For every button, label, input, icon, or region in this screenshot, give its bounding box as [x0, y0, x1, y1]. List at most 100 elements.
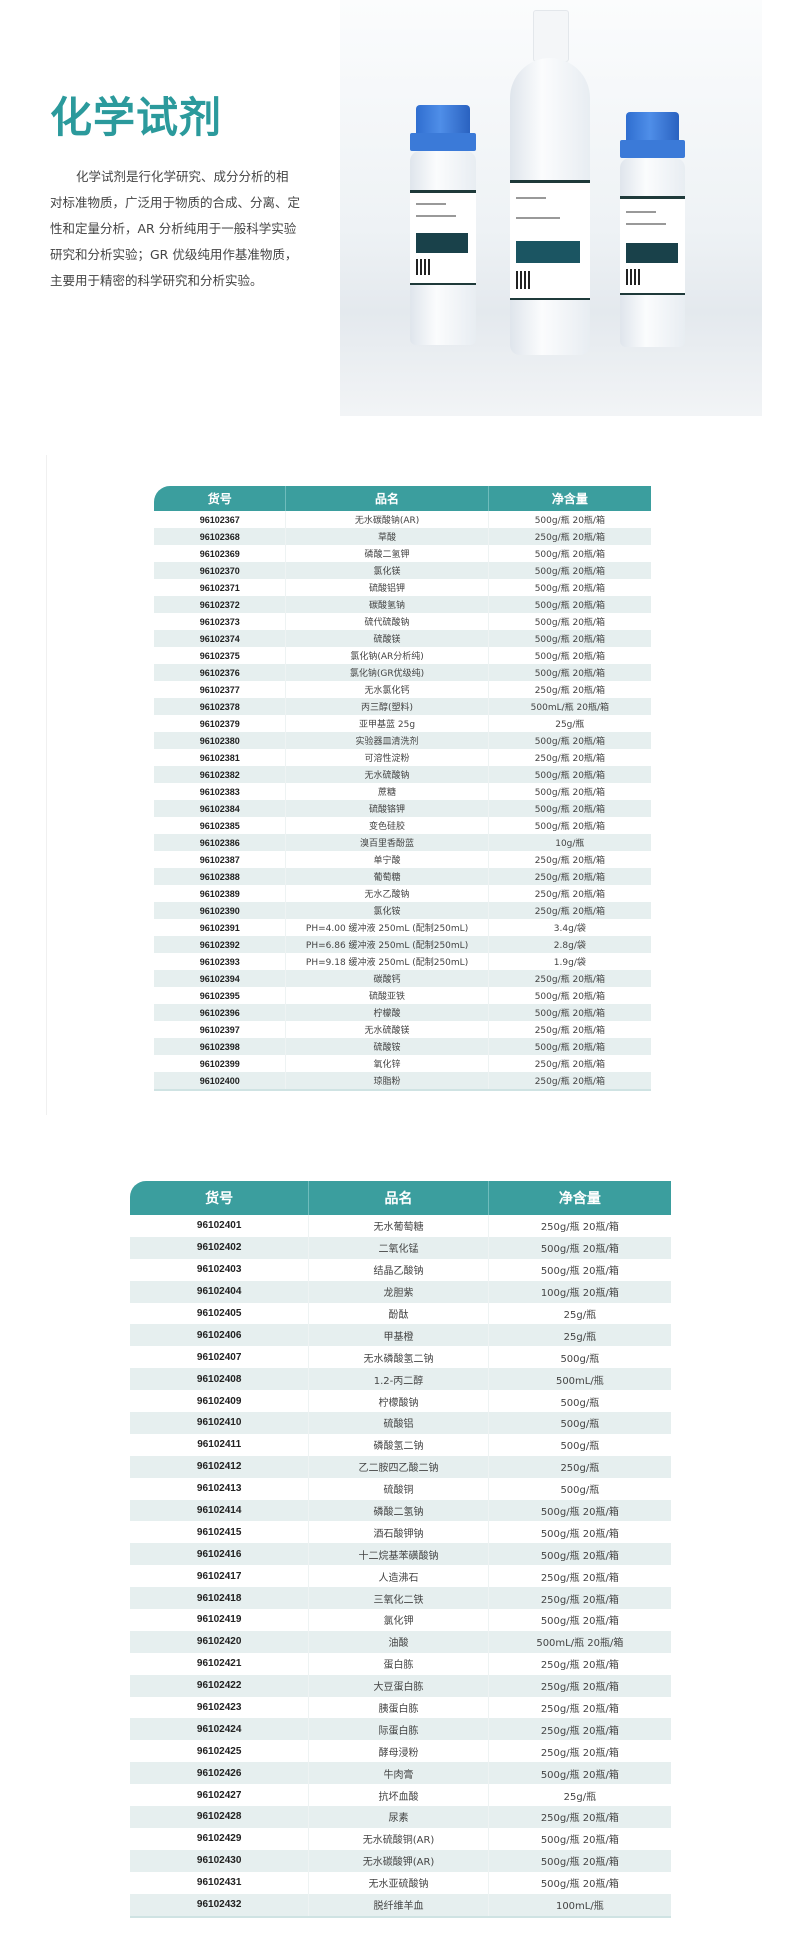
cell-product-name: 柠檬酸钠 — [308, 1390, 489, 1413]
cell-product-name: 实验器皿清洗剂 — [285, 732, 489, 749]
cell-item-no: 96102374 — [199, 633, 240, 644]
cell-net-content: 500g/瓶 20瓶/箱 — [534, 601, 605, 611]
cell-item-no: 96102389 — [199, 888, 240, 899]
cell-item-no: 96102408 — [196, 1373, 242, 1385]
cell-net-content: 500g/瓶 20瓶/箱 — [540, 1507, 619, 1519]
table-row: 96102400 琼脂粉 250g/瓶 20瓶/箱 — [154, 1072, 651, 1089]
cell-product-name: 无水碳酸钾(AR) — [308, 1849, 489, 1872]
cell-net-content: 10g/瓶 — [555, 839, 585, 849]
cell-product-name: 无水碳酸钠(AR) — [285, 511, 489, 528]
cell-item-no: 96102430 — [196, 1855, 242, 1867]
cell-product-name: 硫酸铜 — [308, 1477, 489, 1500]
cell-product-name: 无水硫酸铜(AR) — [308, 1827, 489, 1850]
cell-item-no: 96102367 — [199, 514, 240, 525]
cell-net-content: 250g/瓶 — [560, 1463, 600, 1475]
table-row: 96102369 磷酸二氢钾 500g/瓶 20瓶/箱 — [154, 545, 651, 562]
table-row: 96102424 际蛋白胨 250g/瓶 20瓶/箱 — [130, 1718, 671, 1741]
cell-net-content: 500g/瓶 20瓶/箱 — [534, 618, 605, 628]
cell-product-name: 琼脂粉 — [285, 1072, 489, 1089]
cell-item-no: 96102428 — [196, 1811, 242, 1823]
table-row: 96102370 氯化镁 500g/瓶 20瓶/箱 — [154, 562, 651, 579]
table-row: 96102374 硫酸镁 500g/瓶 20瓶/箱 — [154, 630, 651, 647]
cell-product-name: 单宁酸 — [285, 851, 489, 868]
cell-item-no: 96102410 — [196, 1417, 242, 1429]
cell-item-no: 96102407 — [196, 1351, 242, 1363]
header-net-content: 净含量 — [487, 486, 651, 511]
cell-item-no: 96102415 — [196, 1526, 242, 1538]
cell-net-content: 500g/瓶 20瓶/箱 — [534, 822, 605, 832]
table-row: 96102409 柠檬酸钠 500g/瓶 — [130, 1390, 671, 1413]
cell-product-name: 碳酸氢钠 — [285, 596, 489, 613]
cell-item-no: 96102377 — [199, 684, 240, 695]
table-bottom-border — [154, 1089, 651, 1091]
cell-item-no: 96102385 — [199, 820, 240, 831]
cell-item-no: 96102399 — [199, 1058, 240, 1069]
cell-item-no: 96102413 — [196, 1483, 242, 1495]
reagent-bottle-left — [410, 105, 476, 345]
table-row: 96102393 PH=9.18 缓冲液 250mL (配制250mL) 1.9g/… — [154, 953, 651, 970]
cell-net-content: 250g/瓶 20瓶/箱 — [534, 1077, 605, 1087]
table-header: 货号 品名 净含量 — [154, 486, 651, 511]
cell-product-name: 十二烷基苯磺酸钠 — [308, 1543, 489, 1566]
cell-item-no: 96102371 — [199, 582, 240, 593]
cell-product-name: 蛋白胨 — [308, 1652, 489, 1675]
cell-item-no: 96102380 — [199, 735, 240, 746]
cell-product-name: 尿素 — [308, 1806, 489, 1828]
table-row: 96102388 葡萄糖 250g/瓶 20瓶/箱 — [154, 868, 651, 885]
cell-product-name: 柠檬酸 — [285, 1004, 489, 1021]
cell-product-name: 亚甲基蓝 25g — [285, 715, 489, 732]
table-row: 96102416 十二烷基苯磺酸钠 500g/瓶 20瓶/箱 — [130, 1543, 671, 1566]
cell-net-content: 500g/瓶 20瓶/箱 — [534, 635, 605, 645]
cell-product-name: 三氧化二铁 — [308, 1587, 489, 1610]
cell-item-no: 96102431 — [196, 1877, 242, 1889]
header-net-content: 净含量 — [487, 1181, 671, 1215]
cell-net-content: 250g/瓶 20瓶/箱 — [540, 1572, 619, 1584]
cell-net-content: 500g/瓶 20瓶/箱 — [534, 652, 605, 662]
table-row: 96102381 可溶性淀粉 250g/瓶 20瓶/箱 — [154, 749, 651, 766]
cell-product-name: 葡萄糖 — [285, 868, 489, 885]
cell-item-no: 96102397 — [199, 1024, 240, 1035]
cell-net-content: 500g/瓶 20瓶/箱 — [534, 805, 605, 815]
cell-net-content: 250g/瓶 20瓶/箱 — [540, 1704, 619, 1716]
cell-product-name: 硫酸铝 — [308, 1412, 489, 1434]
cell-item-no: 96102388 — [199, 871, 240, 882]
table-row: 96102408 1.2-丙二醇 500mL/瓶 — [130, 1368, 671, 1391]
cell-product-name: 溴百里香酚蓝 — [285, 834, 489, 851]
table-header: 货号 品名 净含量 — [130, 1181, 671, 1215]
cell-item-no: 96102411 — [197, 1439, 242, 1451]
cell-product-name: 磷酸二氢钾 — [285, 545, 489, 562]
cell-net-content: 500g/瓶 20瓶/箱 — [540, 1528, 619, 1540]
table-row: 96102417 人造沸石 250g/瓶 20瓶/箱 — [130, 1565, 671, 1588]
cell-item-no: 96102383 — [199, 786, 240, 797]
cell-net-content: 250g/瓶 20瓶/箱 — [540, 1222, 619, 1234]
cell-net-content: 100mL/瓶 — [555, 1901, 604, 1913]
cell-product-name: 硫酸镁 — [285, 630, 489, 647]
cell-net-content: 250g/瓶 20瓶/箱 — [534, 890, 605, 900]
cell-product-name: 大豆蛋白胨 — [308, 1674, 489, 1697]
cell-item-no: 96102412 — [196, 1461, 242, 1473]
cell-item-no: 96102422 — [196, 1680, 242, 1692]
table-row: 96102390 氯化铵 250g/瓶 20瓶/箱 — [154, 902, 651, 919]
cell-item-no: 96102391 — [199, 922, 240, 933]
cell-item-no: 96102382 — [199, 769, 240, 780]
cell-net-content: 500g/瓶 20瓶/箱 — [534, 567, 605, 577]
table-bottom-border — [130, 1915, 671, 1918]
cell-net-content: 500mL/瓶 — [555, 1375, 604, 1387]
cell-item-no: 96102414 — [196, 1505, 242, 1517]
cell-net-content: 500mL/瓶 20瓶/箱 — [536, 1638, 624, 1650]
cell-net-content: 250g/瓶 20瓶/箱 — [540, 1813, 619, 1825]
header-product-name: 品名 — [285, 486, 487, 511]
product-photo — [340, 0, 762, 416]
cell-product-name: 无水硫酸钠 — [285, 766, 489, 783]
cell-product-name: 变色硅胶 — [285, 817, 489, 834]
cell-net-content: 500g/瓶 20瓶/箱 — [534, 584, 605, 594]
table-row: 96102420 油酸 500mL/瓶 20瓶/箱 — [130, 1630, 671, 1653]
cell-net-content: 500g/瓶 20瓶/箱 — [540, 1769, 619, 1781]
cell-item-no: 96102402 — [196, 1242, 242, 1254]
table-row: 96102403 结晶乙酸钠 500g/瓶 20瓶/箱 — [130, 1258, 671, 1281]
product-table-2: 货号 品名 净含量 96102401 无水葡萄糖 250g/瓶 20瓶/箱 96102… — [130, 1181, 671, 1918]
cell-net-content: 500g/瓶 20瓶/箱 — [534, 516, 605, 526]
page-title: 化学试剂 — [50, 93, 223, 142]
cell-item-no: 96102426 — [196, 1767, 242, 1779]
cell-product-name: 无水硫酸镁 — [285, 1021, 489, 1038]
